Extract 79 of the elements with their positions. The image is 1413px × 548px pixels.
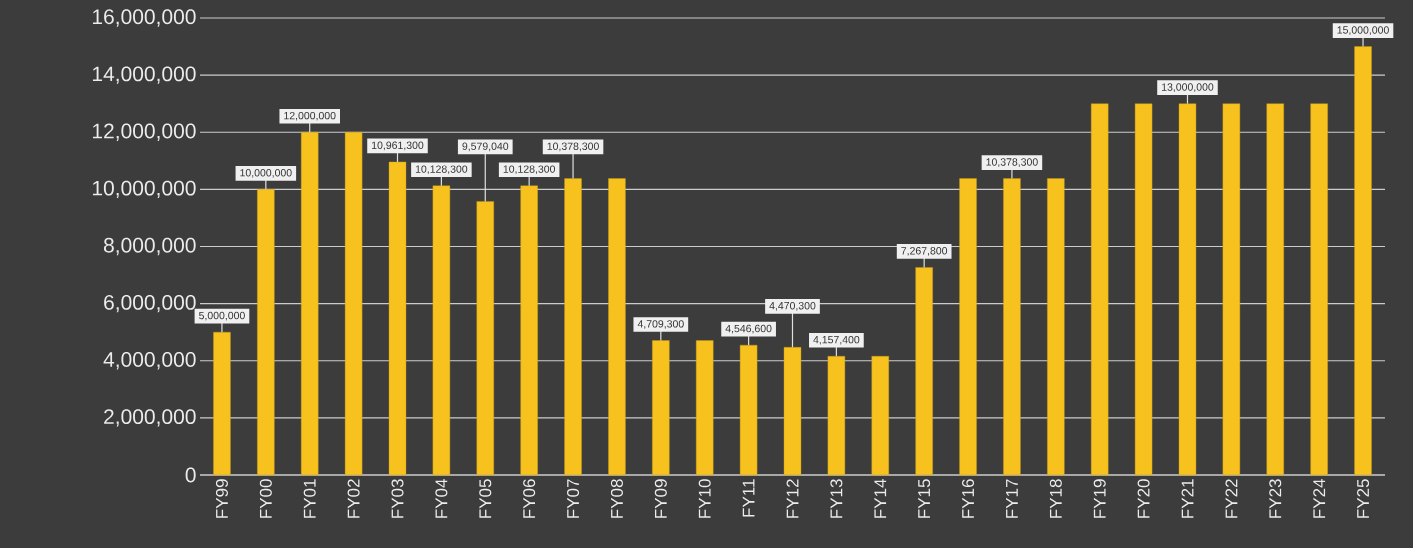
x-tick-label: FY21 (1181, 479, 1194, 518)
bar (1222, 103, 1241, 476)
bar (476, 201, 494, 476)
x-tick-label: FY17 (1006, 479, 1018, 518)
x-tick-label: FY15 (918, 479, 931, 518)
bar (257, 189, 275, 476)
x-tick-label: FY03 (391, 479, 404, 518)
bar (696, 340, 714, 476)
bar (959, 178, 977, 476)
y-tick-label: 2,000,000 (104, 409, 196, 427)
data-label: 5,000,000 (199, 311, 245, 321)
bar (1310, 103, 1328, 476)
data-label: 7,267,800 (901, 247, 948, 256)
y-tick-label: 8,000,000 (103, 237, 196, 256)
bar (301, 132, 319, 476)
data-label: 10,128,300 (503, 165, 556, 175)
data-label: 10,961,300 (372, 141, 424, 151)
data-label: 10,378,300 (547, 142, 599, 152)
x-tick-label: FY20 (1137, 479, 1150, 518)
data-label: 9,579,040 (462, 142, 509, 152)
data-label: 4,157,400 (813, 335, 860, 345)
y-tick-label: 14,000,000 (92, 66, 196, 84)
x-tick-label: FY14 (874, 479, 887, 518)
x-tick-label: FY19 (1093, 479, 1106, 518)
x-tick-label: FY04 (435, 479, 448, 518)
data-label: 15,000,000 (1337, 26, 1389, 35)
x-tick-label: FY24 (1313, 479, 1326, 518)
bar (1047, 178, 1065, 476)
bar (608, 178, 626, 476)
x-tick-label: FY09 (654, 479, 667, 518)
y-tick-label: 6,000,000 (104, 294, 196, 313)
x-tick-label: FY16 (962, 479, 975, 518)
x-tick-label: FY12 (786, 479, 799, 518)
x-tick-label: FY05 (479, 479, 492, 518)
bar (1354, 46, 1372, 476)
y-tick-label: 12,000,000 (92, 123, 196, 141)
y-tick-label: 4,000,000 (103, 352, 196, 370)
bar (388, 161, 407, 476)
data-label: 4,546,600 (725, 324, 772, 334)
data-label: 12,000,000 (284, 111, 336, 121)
y-tick-label: 0 (185, 467, 196, 483)
bar (1266, 103, 1284, 476)
bar (1178, 103, 1197, 476)
x-tick-label: FY25 (1357, 479, 1370, 518)
data-label: 10,000,000 (240, 169, 292, 178)
x-tick-label: FY06 (523, 479, 536, 518)
y-tick-label: 16,000,000 (92, 9, 196, 27)
bar (1091, 103, 1109, 476)
data-label: 13,000,000 (1162, 83, 1214, 93)
bar (827, 356, 846, 476)
bar (344, 132, 363, 476)
x-tick-label: FY07 (567, 479, 580, 518)
data-label: 10,378,300 (986, 158, 1038, 167)
bar (213, 331, 231, 476)
data-label: 10,128,300 (415, 165, 468, 175)
bar (739, 344, 758, 476)
y-tick-label: 10,000,000 (92, 180, 196, 199)
x-tick-label: FY01 (303, 479, 316, 518)
bar (520, 185, 538, 476)
bar (432, 185, 451, 476)
bar (1003, 178, 1021, 476)
x-tick-label: FY11 (742, 479, 755, 517)
x-tick-label: FY00 (259, 479, 272, 518)
data-label: 4,470,300 (769, 301, 816, 311)
bar (564, 178, 582, 476)
x-tick-label: FY13 (830, 479, 843, 518)
x-tick-label: FY08 (610, 479, 623, 518)
bar (652, 340, 670, 476)
bar (915, 267, 933, 476)
x-tick-label: FY22 (1225, 479, 1238, 518)
bar (871, 356, 889, 476)
x-tick-label: FY23 (1269, 479, 1282, 518)
x-tick-label: FY10 (698, 479, 711, 518)
data-label: 4,709,300 (637, 320, 684, 329)
bar (1134, 103, 1153, 476)
x-tick-label: FY18 (1049, 479, 1062, 518)
x-tick-label: FY99 (215, 479, 228, 518)
x-tick-label: FY02 (347, 479, 360, 518)
bar (783, 347, 802, 476)
